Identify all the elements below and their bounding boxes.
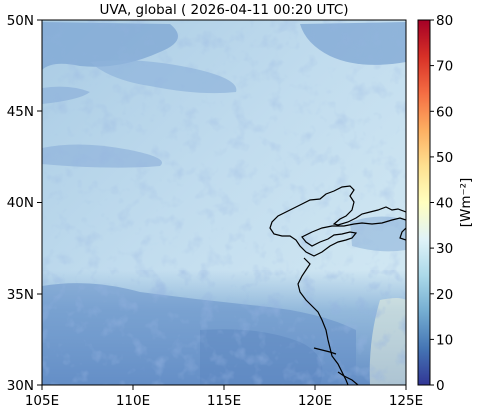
lat-tick-label: 40N (7, 195, 34, 211)
lon-tick-label: 120E (298, 393, 332, 409)
colorbar-tick-label: 20 (436, 287, 453, 303)
lat-tick-label: 35N (7, 287, 34, 303)
colorbar-tick-label: 40 (436, 196, 453, 212)
colorbar-unit-label: [Wm⁻²] (458, 178, 474, 228)
shandong-coastline (297, 257, 349, 385)
lat-tick-label: 30N (7, 378, 34, 394)
south-coastline (313, 347, 359, 385)
lon-tick-label: 110E (116, 393, 150, 409)
bohai-coastline (269, 185, 406, 257)
colorbar-tick-label: 30 (436, 241, 453, 257)
map-title: UVA, global ( 2026-04-11 00:20 UTC) (99, 2, 349, 18)
uva-field (42, 20, 406, 385)
lon-tick-label: 105E (25, 393, 59, 409)
colorbar-tick-label: 60 (436, 104, 453, 120)
colorbar-tick-label: 0 (436, 378, 445, 394)
lon-tick-label: 115E (207, 393, 241, 409)
colorbar: 80 70 60 50 40 30 20 10 0 [Wm⁻²] (417, 13, 474, 394)
colorbar-tick-label: 80 (436, 13, 453, 29)
lat-axis: 50N 45N 40N 35N 30N (7, 13, 42, 394)
colorbar-tick-label: 10 (436, 332, 453, 348)
lon-tick-label: 125E (389, 393, 423, 409)
colorbar-tick-label: 70 (436, 59, 453, 75)
colorbar-gradient (417, 19, 431, 386)
colorbar-tick-label: 50 (436, 150, 453, 166)
lon-axis: 105E 110E 115E 120E 125E (25, 385, 423, 409)
lat-tick-label: 50N (7, 13, 34, 29)
coastline (269, 185, 406, 385)
peninsula-coastline (399, 227, 406, 241)
lat-tick-label: 45N (7, 104, 34, 120)
